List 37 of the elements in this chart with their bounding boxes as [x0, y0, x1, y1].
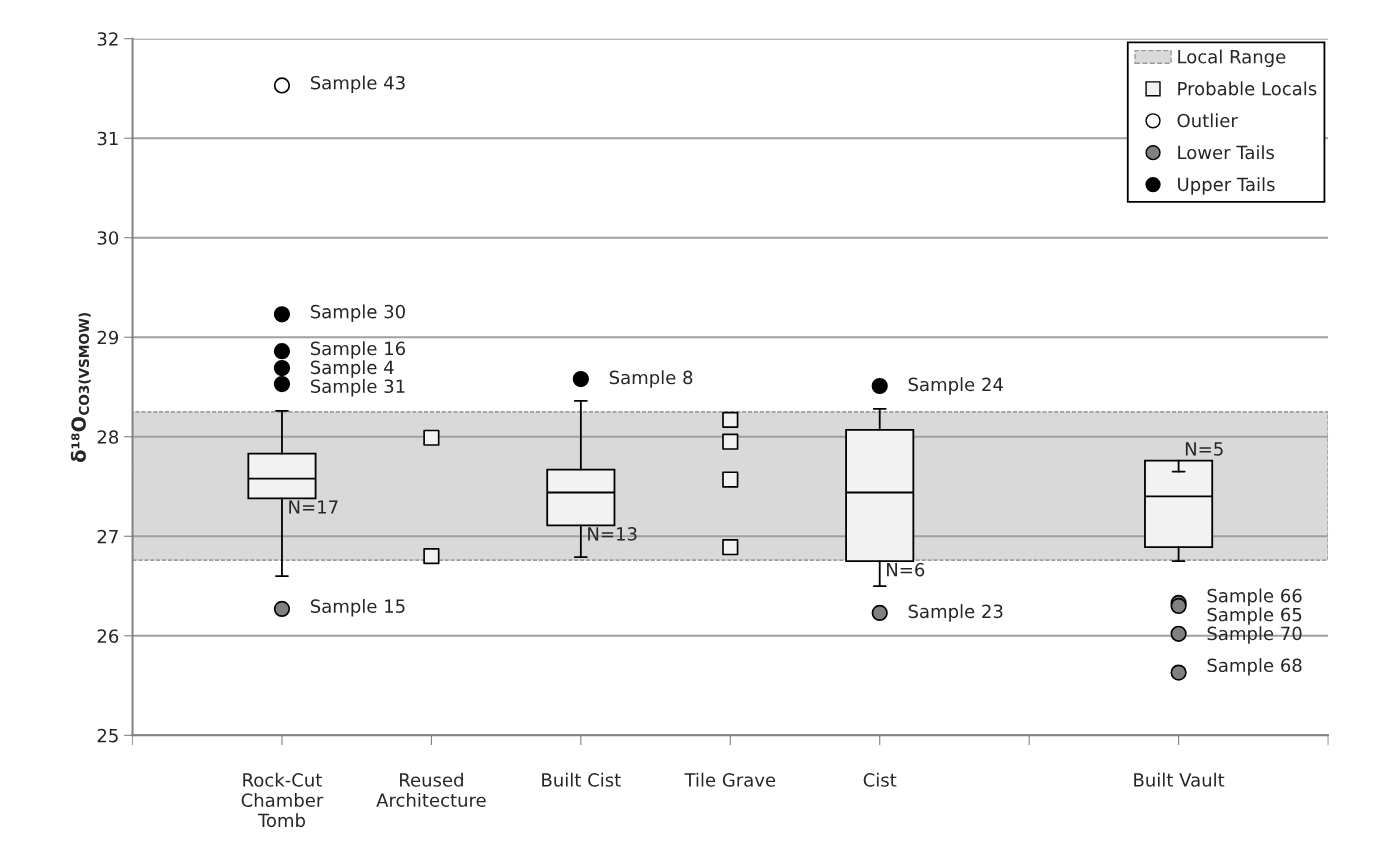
y-tick-label: 29	[97, 330, 119, 345]
x-tick-label: Built Cist	[542, 772, 621, 787]
legend-label: Local Range	[1178, 49, 1286, 68]
annotation: N=6	[887, 562, 925, 577]
annotation: Sample 68	[1207, 658, 1302, 676]
annotation: Sample 16	[310, 341, 406, 359]
annotation: Sample 15	[310, 599, 405, 617]
legend-label: Upper Tails	[1178, 177, 1275, 195]
y-tick-label: 28	[97, 430, 119, 444]
x-tick-label: Reused Architecture	[376, 772, 486, 807]
y-tick-label: 26	[97, 629, 119, 643]
legend-label: Lower Tails	[1178, 145, 1275, 160]
y-tick-label: 27	[97, 529, 118, 544]
x-tick-label: Tile Grave	[684, 772, 776, 787]
annotation: Sample 70	[1207, 626, 1302, 644]
annotation: Sample 24	[908, 377, 1003, 395]
annotation: N=13	[588, 527, 637, 541]
annotation: N=5	[1185, 442, 1223, 456]
annotation: Sample 30	[310, 304, 405, 322]
annotation: Sample 65	[1207, 607, 1302, 625]
x-tick-label: Built Vault	[1134, 772, 1225, 787]
annotation: Sample 8	[609, 370, 693, 388]
y-tick-label: 31	[97, 131, 118, 146]
annotation: N=17	[289, 500, 338, 514]
y-tick-label: 25	[97, 728, 118, 743]
legend-label: Outlier	[1177, 113, 1238, 128]
annotation: Sample 43	[310, 75, 405, 94]
y-tick-label: 32	[97, 32, 118, 46]
annotation: Sample 23	[908, 604, 1003, 622]
annotation: Sample 31	[310, 379, 405, 397]
x-tick-label: Rock-Cut Chamber Tomb	[241, 772, 324, 828]
annotation: Sample 66	[1207, 588, 1302, 606]
legend-label: Probable Locals	[1178, 81, 1317, 96]
x-tick-label: Cist	[863, 772, 897, 787]
y-tick-label: 30	[97, 231, 119, 245]
annotation: Sample 4	[310, 360, 394, 378]
y-axis-title: δ¹⁸O$_{CO3(VSMOW)}$	[70, 312, 91, 462]
